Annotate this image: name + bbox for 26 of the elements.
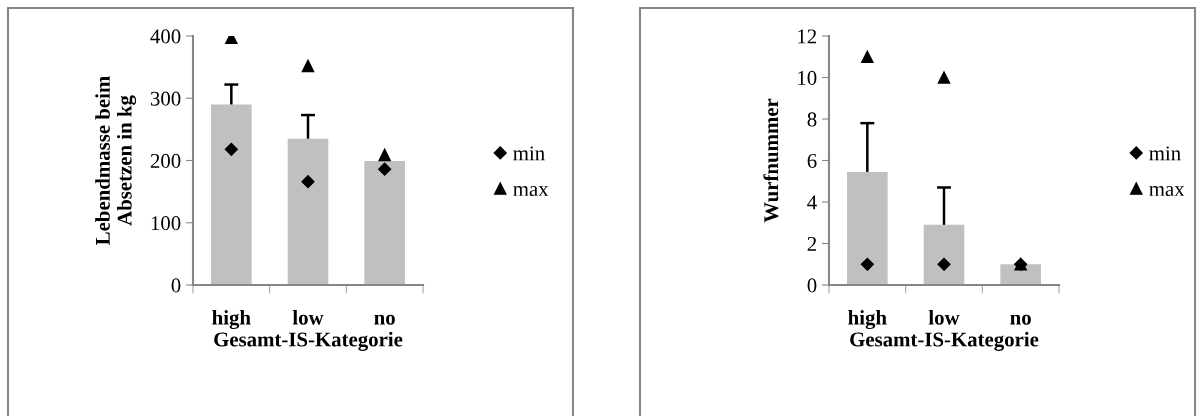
y-tick-label: 400 xyxy=(150,29,181,44)
legend-label: max xyxy=(513,186,549,197)
x-tick-label: no xyxy=(374,314,395,325)
x-axis-title: Gesamt-IS-Kategorie xyxy=(850,331,1039,351)
y-tick-label: 300 xyxy=(150,91,181,106)
x-axis-title: Gesamt-IS-Kategorie xyxy=(214,331,403,351)
x-tick-label: low xyxy=(928,310,960,325)
legend-label: min xyxy=(1149,146,1181,161)
y-tick-label: 2 xyxy=(807,236,817,251)
y-tick-label: 100 xyxy=(151,216,181,231)
x-tick-label: high xyxy=(212,310,251,330)
x-tick-label: no xyxy=(1010,314,1031,325)
legend-label: min xyxy=(513,146,545,161)
x-tick-label: low xyxy=(292,310,324,325)
y-tick-label: 12 xyxy=(798,29,817,44)
y-tick-label: 0 xyxy=(171,278,181,293)
y-tick-label: 10 xyxy=(798,70,817,85)
y-tick-label: 4 xyxy=(807,195,817,210)
y-tick-label: 8 xyxy=(807,112,817,127)
y-tick-label: 0 xyxy=(807,278,817,293)
y-axis-title: Wurfnummer xyxy=(763,98,779,223)
y-axis-title: Lebendmasse beim Absetzen in kg xyxy=(95,76,137,245)
y-tick-label: 200 xyxy=(150,153,181,168)
x-tick-label: high xyxy=(848,310,887,330)
legend-label: max xyxy=(1149,186,1185,197)
y-tick-label: 6 xyxy=(807,153,817,168)
